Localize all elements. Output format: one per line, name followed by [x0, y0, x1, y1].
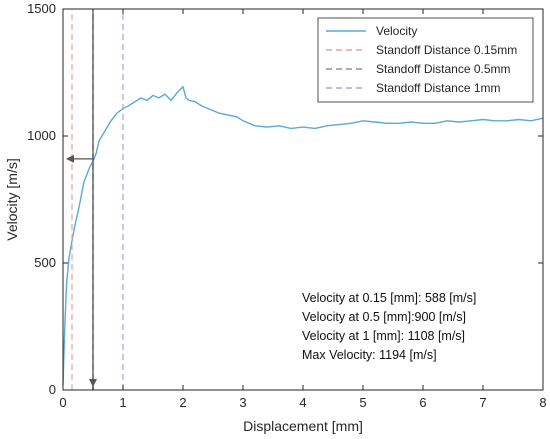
annotation-line-3: Max Velocity: 1194 [m/s]	[302, 348, 437, 362]
y-tick-label-0: 0	[49, 382, 56, 397]
annotation-line-1: Velocity at 0.5 [mm]:900 [m/s]	[302, 310, 466, 324]
legend: Velocity Standoff Distance 0.15mm Standoff…	[317, 17, 534, 103]
series-velocity-line	[62, 85, 544, 385]
axes: 0 1 2 3 4 5 6 7 8 0 500 1000 1500 Displacement [mm] Ve…	[4, 1, 547, 434]
legend-label-standoff-distance-0-5mm: Standoff Distance 0.5mm	[376, 62, 511, 76]
y-tick-label-1500: 1500	[27, 1, 56, 16]
y-tick-label-500: 500	[34, 255, 56, 270]
x-tick-label-4: 4	[299, 395, 306, 410]
legend-label-standoff-distance-0-15mm: Standoff Distance 0.15mm	[376, 43, 517, 57]
legend-box	[317, 17, 534, 103]
x-tick-label-1: 1	[119, 395, 126, 410]
x-tick-label-5: 5	[359, 395, 366, 410]
x-tick-label-8: 8	[539, 395, 546, 410]
y-tick-label-1000: 1000	[27, 128, 56, 143]
annotation-line-0: Velocity at 0.15 [mm]: 588 [m/s]	[302, 291, 476, 305]
x-tick-label-0: 0	[59, 395, 66, 410]
plot-area	[62, 9, 544, 390]
x-tick-label-2: 2	[179, 395, 186, 410]
y-axis-label: Velocity [m/s]	[4, 158, 20, 240]
x-tick-label-7: 7	[479, 395, 486, 410]
annotation-line-2: Velocity at 1 [mm]: 1108 [m/s]	[302, 329, 465, 343]
annotation-text-block: Velocity at 0.15 [mm]: 588 [m/s] Velocit…	[302, 291, 476, 362]
legend-label-standoff-distance-1mm: Standoff Distance 1mm	[376, 81, 501, 95]
x-axis-label: Displacement [mm]	[243, 418, 363, 434]
legend-label-velocity: Velocity	[376, 24, 417, 38]
x-tick-label-6: 6	[419, 395, 426, 410]
x-tick-label-3: 3	[239, 395, 246, 410]
